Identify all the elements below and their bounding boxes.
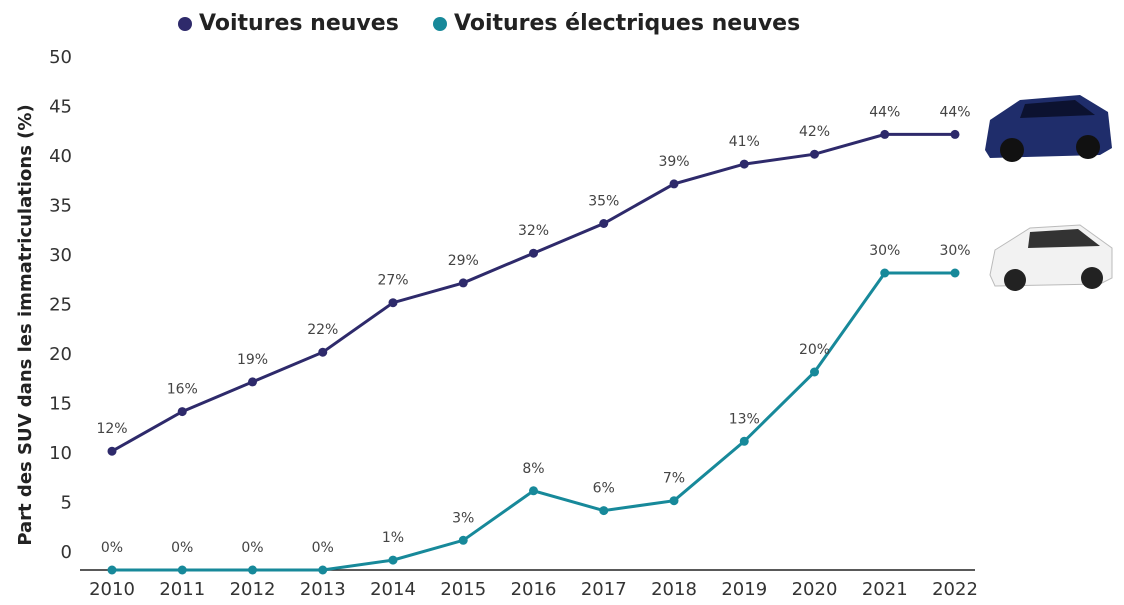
value-label: 32% <box>518 223 549 239</box>
point <box>670 496 679 505</box>
value-label: 0% <box>312 540 334 556</box>
x-tick-label: 2020 <box>792 579 838 600</box>
value-label: 30% <box>939 243 970 259</box>
x-tick-label: 2014 <box>370 579 416 600</box>
x-tick-label: 2013 <box>300 579 346 600</box>
point <box>880 269 889 278</box>
value-label: 42% <box>799 124 830 140</box>
x-tick-label: 2011 <box>159 579 205 600</box>
point <box>389 556 398 565</box>
value-label: 44% <box>939 104 970 120</box>
point <box>670 179 679 188</box>
y-tick-label: 45 <box>49 97 72 118</box>
value-label: 16% <box>167 382 198 398</box>
value-label: 41% <box>729 134 760 150</box>
value-label: 39% <box>658 154 689 170</box>
x-tick-label: 2022 <box>932 579 978 600</box>
value-label: 44% <box>869 104 900 120</box>
point <box>389 298 398 307</box>
point <box>108 566 117 575</box>
y-tick-label: 30 <box>49 245 72 266</box>
series-line <box>112 273 955 570</box>
value-label: 6% <box>593 481 615 497</box>
point <box>178 407 187 416</box>
y-tick-label: 0 <box>61 542 72 563</box>
point <box>880 130 889 139</box>
point <box>459 536 468 545</box>
x-tick-label: 2016 <box>511 579 557 600</box>
y-tick-label: 20 <box>49 344 72 365</box>
x-tick-label: 2019 <box>721 579 767 600</box>
point <box>740 437 749 446</box>
legend-label: Voitures électriques neuves <box>454 11 800 36</box>
ev-image <box>990 225 1112 291</box>
suv-image <box>985 95 1112 162</box>
point <box>318 348 327 357</box>
point <box>108 447 117 456</box>
point <box>248 377 257 386</box>
y-tick-label: 10 <box>49 443 72 464</box>
point <box>599 219 608 228</box>
series-line <box>112 134 955 451</box>
point <box>599 506 608 515</box>
value-label: 29% <box>448 253 479 269</box>
value-label: 0% <box>101 540 123 556</box>
point <box>740 160 749 169</box>
value-label: 35% <box>588 194 619 210</box>
point <box>529 486 538 495</box>
point <box>810 150 819 159</box>
point <box>810 368 819 377</box>
x-tick-label: 2015 <box>440 579 486 600</box>
value-label: 0% <box>241 540 263 556</box>
value-label: 27% <box>377 273 408 289</box>
x-tick-label: 2021 <box>862 579 908 600</box>
y-tick-label: 35 <box>49 196 72 217</box>
value-label: 19% <box>237 352 268 368</box>
legend-marker <box>433 17 447 31</box>
value-label: 22% <box>307 322 338 338</box>
x-tick-label: 2017 <box>581 579 627 600</box>
value-label: 12% <box>96 421 127 437</box>
value-label: 0% <box>171 540 193 556</box>
y-tick-label: 50 <box>49 47 72 68</box>
value-label: 20% <box>799 342 830 358</box>
point <box>318 566 327 575</box>
value-label: 3% <box>452 510 474 526</box>
value-label: 1% <box>382 530 404 546</box>
value-label: 13% <box>729 411 760 427</box>
point <box>248 566 257 575</box>
value-label: 30% <box>869 243 900 259</box>
point <box>459 278 468 287</box>
value-label: 8% <box>522 461 544 477</box>
y-tick-label: 40 <box>49 146 72 167</box>
chart: Part des SUV dans les immatriculations (… <box>0 0 1124 605</box>
value-label: 7% <box>663 471 685 487</box>
y-tick-label: 5 <box>61 493 72 514</box>
y-axis-title: Part des SUV dans les immatriculations (… <box>15 104 36 545</box>
y-tick-label: 15 <box>49 394 72 415</box>
point <box>178 566 187 575</box>
y-tick-label: 25 <box>49 295 72 316</box>
point <box>529 249 538 258</box>
x-tick-label: 2012 <box>230 579 276 600</box>
x-tick-label: 2010 <box>89 579 135 600</box>
x-tick-label: 2018 <box>651 579 697 600</box>
point <box>951 269 960 278</box>
point <box>951 130 960 139</box>
legend-marker <box>178 17 192 31</box>
legend-label: Voitures neuves <box>199 11 399 36</box>
